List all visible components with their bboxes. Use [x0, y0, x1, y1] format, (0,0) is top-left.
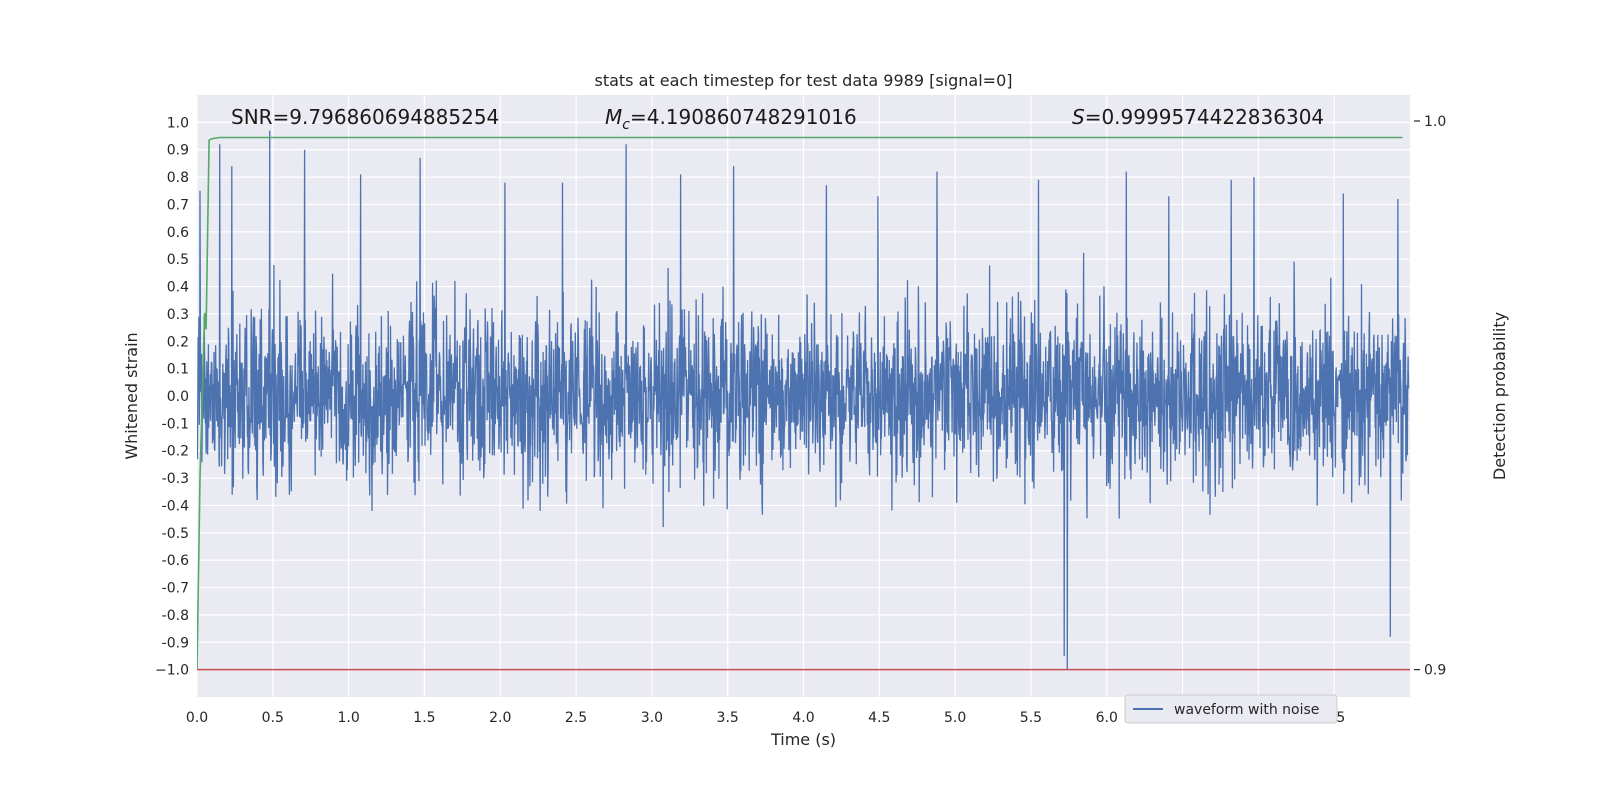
s-value: =0.9999574422836304 — [1085, 105, 1324, 129]
x-axis-label: Time (s) — [770, 730, 836, 749]
x-tick-label: 5.5 — [1020, 710, 1042, 726]
y-tick-label: 0.6 — [167, 225, 189, 241]
y-tick-label: -0.2 — [162, 444, 189, 460]
y-tick-label: 0.3 — [167, 307, 189, 323]
x-tick-label: 6.0 — [1096, 710, 1118, 726]
y-tick-label: -0.6 — [162, 553, 189, 569]
right-y-axis-label: Detection probability — [1490, 312, 1509, 480]
series-layer — [197, 130, 1410, 671]
y-tick-label: 0.4 — [167, 280, 189, 296]
x-tick-label: 3.5 — [717, 710, 739, 726]
y-tick-label: 1.0 — [167, 115, 189, 131]
right-tick-label: 1.0 — [1424, 114, 1446, 130]
x-tick-label: 4.5 — [868, 710, 890, 726]
mc-annotation: Mc=4.190860748291016 — [605, 105, 857, 133]
right-axis-ticks: 1.0 0.9 — [1414, 114, 1446, 679]
y-axis-ticks: 1.0 0.9 0.8 0.7 0.6 0.5 0.4 0.3 0.2 0.1 0.0 -0.1 -0.… — [155, 115, 189, 678]
y-tick-label: 0.9 — [167, 143, 189, 159]
y-tick-label: −1.0 — [155, 663, 189, 679]
y-tick-label: 0.8 — [167, 170, 189, 186]
x-tick-label: 0.0 — [186, 710, 208, 726]
mc-symbol: M — [605, 105, 622, 129]
x-tick-label: 1.0 — [337, 710, 359, 726]
snr-annotation: SNR=9.796860694885254 — [231, 105, 499, 129]
chart-title: stats at each timestep for test data 998… — [594, 71, 1012, 90]
x-tick-label: 4.0 — [792, 710, 814, 726]
x-tick-label: 0.5 — [262, 710, 284, 726]
legend-label-waveform: waveform with noise — [1174, 702, 1319, 718]
x-tick-label: 2.5 — [565, 710, 587, 726]
series-line-waveform-with-noise — [197, 130, 1410, 670]
y-tick-label: -0.7 — [162, 581, 189, 597]
y-axis-label: Whitened strain — [122, 332, 141, 459]
right-tick-label: 0.9 — [1424, 663, 1446, 679]
y-tick-label: 0.7 — [167, 197, 189, 213]
mc-subscript: c — [622, 117, 630, 133]
y-tick-label: 0.1 — [167, 362, 189, 378]
y-tick-label: 0.5 — [167, 252, 189, 268]
y-tick-label: -0.8 — [162, 608, 189, 624]
y-tick-label: -0.5 — [162, 526, 189, 542]
x-tick-label: 5.0 — [944, 710, 966, 726]
y-tick-label: -0.1 — [162, 416, 189, 432]
series-line-detection-probability — [197, 136, 1403, 670]
mc-value: =4.190860748291016 — [630, 105, 857, 129]
y-tick-label: 0.0 — [167, 389, 189, 405]
y-tick-label: -0.9 — [162, 635, 189, 651]
legend-box — [1124, 694, 1338, 724]
s-symbol: S — [1072, 105, 1085, 129]
y-tick-label: 0.2 — [167, 334, 189, 350]
x-tick-label: 3.0 — [641, 710, 663, 726]
y-tick-label: -0.4 — [162, 498, 189, 514]
legend: waveform with noise — [1124, 694, 1338, 724]
y-tick-label: -0.3 — [162, 471, 189, 487]
x-tick-label: 1.5 — [413, 710, 435, 726]
x-tick-label: 2.0 — [489, 710, 511, 726]
s-annotation: S=0.9999574422836304 — [1072, 105, 1324, 129]
